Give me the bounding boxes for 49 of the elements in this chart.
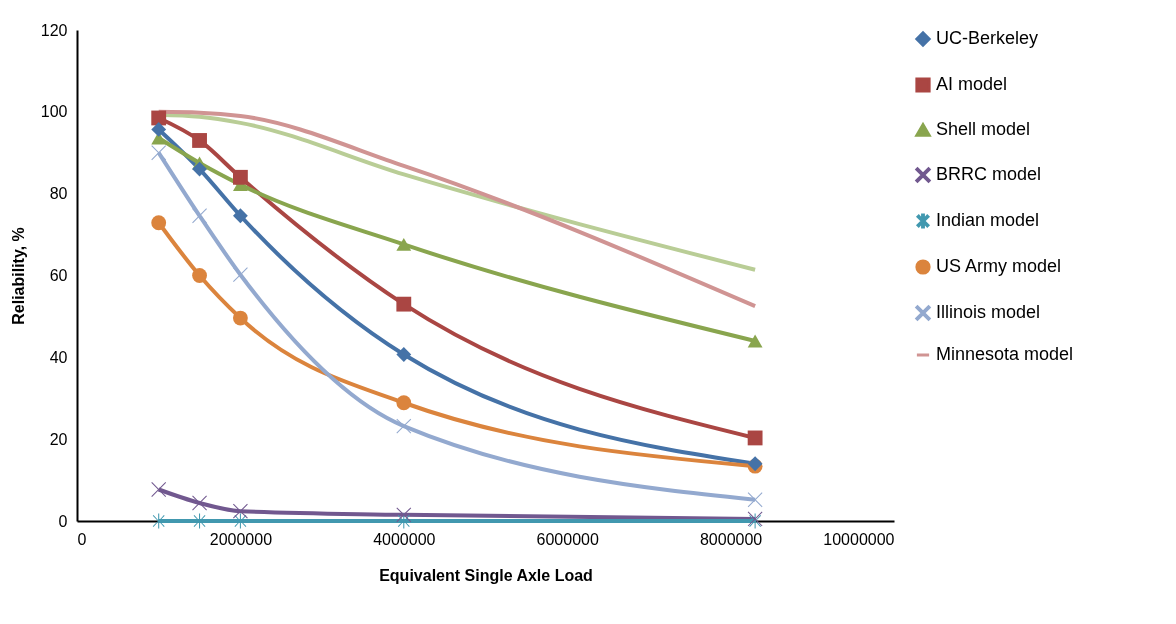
y-tick-label: 60	[49, 267, 68, 284]
legend-label: Shell model	[936, 119, 1031, 139]
point	[232, 310, 248, 326]
point	[396, 507, 412, 523]
point	[193, 513, 206, 529]
point	[192, 208, 207, 224]
point	[152, 513, 165, 529]
y-axis-title: Reliability, %	[9, 227, 27, 325]
point	[192, 161, 207, 177]
point	[151, 145, 167, 161]
point	[396, 347, 412, 362]
point	[396, 395, 412, 411]
legend-label: Minnesota model	[936, 344, 1074, 364]
point	[747, 334, 763, 348]
y-tick-label: 0	[58, 512, 68, 530]
legend-label: Indian model	[936, 210, 1040, 230]
point	[232, 208, 248, 224]
legend-label: US Army model	[936, 256, 1062, 276]
point	[151, 122, 167, 137]
point	[396, 296, 412, 312]
legend-label: AI model	[936, 74, 1008, 94]
point	[232, 503, 248, 519]
point	[396, 237, 412, 251]
y-tick-label: 120	[40, 21, 68, 39]
y-tick-label: 40	[49, 348, 68, 366]
point	[396, 418, 412, 434]
y-tick-label: 20	[49, 430, 68, 448]
point	[747, 430, 763, 446]
legend-label: UC-Berkeley	[936, 28, 1039, 48]
x-tick-label: 2000000	[209, 530, 273, 548]
legend-label: Illinois model	[936, 302, 1041, 322]
y-tick-label: 100	[40, 103, 68, 121]
point	[192, 495, 207, 511]
x-tick-label: 4000000	[373, 530, 436, 548]
point	[151, 110, 167, 126]
point	[232, 267, 248, 283]
point	[151, 215, 167, 231]
point	[234, 513, 247, 529]
x-tick-label: 6000000	[536, 530, 599, 548]
point	[192, 268, 207, 283]
x-axis-title: Equivalent Single Axle Load	[379, 566, 593, 584]
point	[747, 492, 763, 508]
point	[192, 133, 207, 148]
y-tick-label: 80	[49, 185, 68, 203]
legend-label: BRRC model	[936, 164, 1042, 184]
x-tick-label: 10000000	[823, 530, 895, 548]
x-tick-label: 8000000	[699, 530, 763, 548]
point	[232, 169, 248, 185]
x-tick-label: 0	[77, 530, 87, 548]
